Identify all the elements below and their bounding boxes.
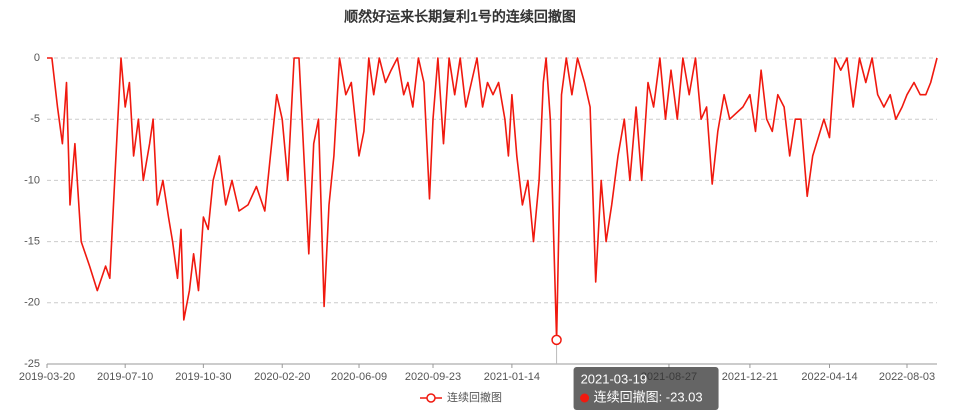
x-tick-label: 2020-06-09	[331, 371, 387, 383]
chart-title: 顺然好运来长期复利1号的连续回撤图	[344, 9, 576, 25]
highlight-point	[551, 334, 562, 346]
series-line	[47, 57, 938, 341]
y-tick-label: 0	[34, 52, 40, 64]
x-tick-label: 2019-10-30	[175, 371, 231, 383]
tooltip: 2021-03-19 连续回撤图: -23.03	[573, 367, 719, 410]
x-tick-label: 2019-07-10	[97, 371, 153, 383]
tooltip-dot	[580, 393, 590, 403]
tooltip-box	[573, 367, 719, 410]
legend-marker	[426, 393, 436, 403]
y-tick-label: -25	[24, 358, 40, 370]
tooltip-date: 2021-03-19	[581, 371, 648, 386]
x-tick-label: 2022-08-03	[879, 371, 935, 383]
x-tick-label: 2020-09-23	[405, 371, 461, 383]
x-tick-label: 2021-12-21	[722, 371, 778, 383]
x-tick-label: 2022-04-14	[801, 371, 857, 383]
legend-label: 连续回撤图	[447, 390, 502, 404]
x-tick-label: 2021-01-14	[484, 371, 540, 383]
x-tick-label: 2019-03-20	[19, 371, 75, 383]
y-tick-label: -5	[30, 113, 40, 125]
x-tick-label: 2020-02-20	[254, 371, 310, 383]
y-tick-label: -15	[24, 236, 40, 248]
y-tick-label: -10	[24, 174, 40, 186]
y-tick-label: -20	[24, 297, 40, 309]
tooltip-text: 连续回撤图: -23.03	[594, 389, 703, 404]
